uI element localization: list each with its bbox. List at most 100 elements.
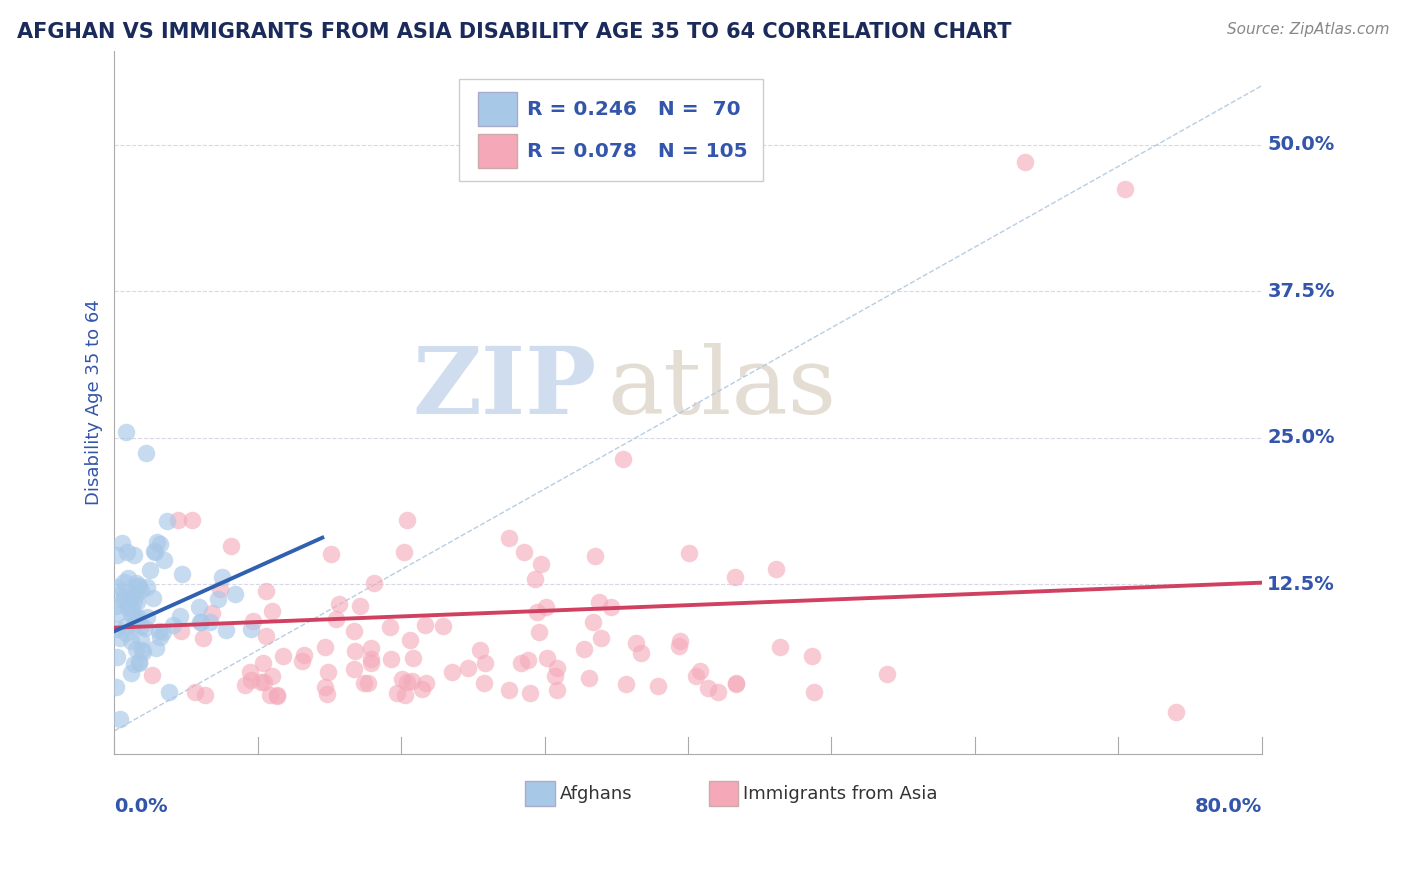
Point	[148, 624, 170, 639]
Point	[112, 590, 135, 604]
Point	[343, 624, 366, 638]
Point	[394, 545, 416, 559]
Point	[115, 626, 138, 640]
Point	[194, 688, 217, 702]
Text: Source: ZipAtlas.com: Source: ZipAtlas.com	[1226, 22, 1389, 37]
Point	[127, 595, 149, 609]
Point	[105, 581, 128, 595]
Point	[170, 624, 193, 639]
Point	[200, 615, 222, 629]
Point	[191, 632, 214, 646]
Text: atlas: atlas	[607, 343, 837, 434]
Point	[724, 677, 747, 691]
Point	[170, 567, 193, 582]
Point	[668, 640, 690, 654]
Point	[108, 631, 131, 645]
Point	[135, 446, 157, 460]
Point	[169, 608, 191, 623]
Point	[128, 655, 150, 669]
Point	[399, 632, 422, 647]
FancyBboxPatch shape	[478, 135, 517, 169]
Point	[360, 656, 382, 670]
Point	[314, 680, 336, 694]
Point	[516, 653, 538, 667]
Point	[117, 601, 139, 615]
Point	[122, 657, 145, 672]
Point	[249, 675, 271, 690]
Point	[394, 688, 416, 702]
Point	[724, 570, 747, 584]
Point	[122, 618, 145, 632]
Text: R = 0.078   N = 105: R = 0.078 N = 105	[527, 142, 748, 161]
Point	[141, 667, 163, 681]
Point	[224, 586, 246, 600]
Point	[128, 579, 150, 593]
Point	[526, 605, 548, 619]
Point	[530, 557, 553, 571]
Point	[124, 610, 146, 624]
Point	[572, 642, 595, 657]
Point	[706, 685, 728, 699]
Point	[208, 582, 231, 596]
Point	[1114, 182, 1136, 196]
Point	[156, 514, 179, 528]
Point	[411, 681, 433, 696]
Text: R = 0.246   N =  70: R = 0.246 N = 70	[527, 100, 741, 119]
Point	[800, 648, 823, 663]
Point	[201, 606, 224, 620]
Point	[110, 536, 132, 550]
Point	[678, 546, 700, 560]
Point	[343, 644, 366, 658]
Point	[468, 643, 491, 657]
Point	[125, 579, 148, 593]
Point	[117, 571, 139, 585]
Point	[162, 618, 184, 632]
FancyBboxPatch shape	[458, 78, 762, 181]
Point	[353, 675, 375, 690]
Point	[125, 576, 148, 591]
Point	[697, 681, 720, 695]
Point	[328, 597, 350, 611]
Point	[578, 671, 600, 685]
Text: AFGHAN VS IMMIGRANTS FROM ASIA DISABILITY AGE 35 TO 64 CORRELATION CHART: AFGHAN VS IMMIGRANTS FROM ASIA DISABILIT…	[17, 22, 1011, 42]
Point	[582, 615, 605, 629]
Point	[219, 539, 242, 553]
Point	[120, 665, 142, 680]
Point	[118, 591, 141, 606]
Point	[876, 666, 898, 681]
Point	[588, 594, 610, 608]
Point	[612, 451, 634, 466]
Point	[115, 425, 138, 439]
Point	[107, 606, 129, 620]
Point	[136, 580, 159, 594]
Point	[519, 685, 541, 699]
Point	[391, 673, 413, 687]
Point	[614, 677, 637, 691]
Point	[510, 656, 533, 670]
Point	[104, 599, 127, 613]
Point	[583, 549, 606, 563]
Point	[256, 629, 278, 643]
Text: 0.0%: 0.0%	[114, 797, 169, 815]
Point	[669, 633, 692, 648]
Point	[630, 647, 652, 661]
Point	[115, 545, 138, 559]
Point	[360, 641, 382, 656]
Point	[128, 656, 150, 670]
Point	[149, 630, 172, 644]
Point	[685, 669, 707, 683]
Point	[121, 602, 143, 616]
Point	[624, 635, 647, 649]
Point	[120, 607, 142, 621]
Point	[105, 548, 128, 562]
Point	[190, 615, 212, 630]
Point	[536, 600, 558, 615]
Text: ZIP: ZIP	[412, 343, 596, 434]
Point	[546, 661, 568, 675]
Point	[125, 642, 148, 657]
Point	[262, 604, 284, 618]
FancyBboxPatch shape	[524, 781, 555, 806]
Y-axis label: Disability Age 35 to 64: Disability Age 35 to 64	[86, 300, 103, 506]
Point	[527, 624, 550, 639]
Point	[536, 651, 558, 665]
